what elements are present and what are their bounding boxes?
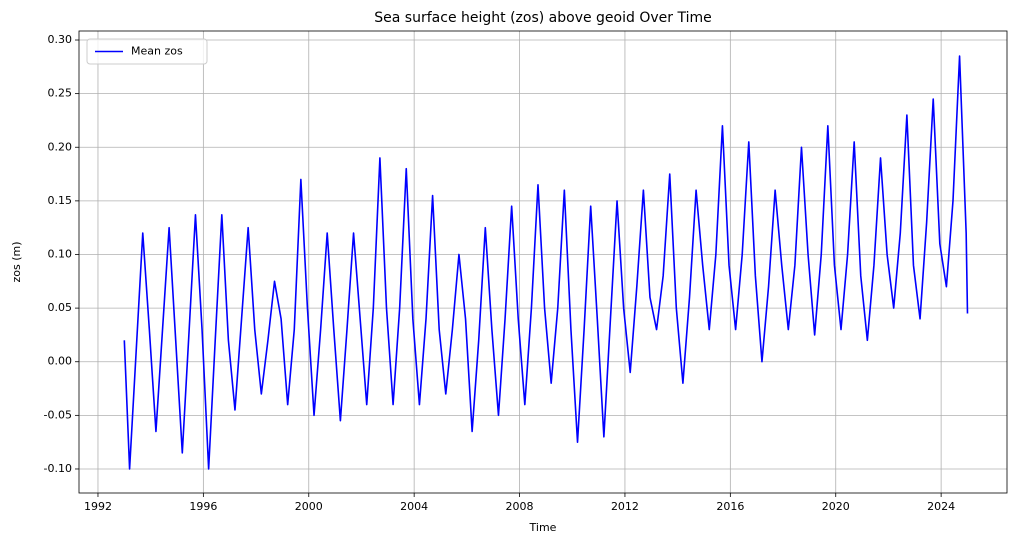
data-line	[123, 55, 969, 470]
y-tick-label: 0.00	[48, 355, 73, 368]
x-tick-label: 2024	[927, 500, 955, 513]
y-tick-label: 0.20	[48, 140, 73, 153]
x-tick-label: 1992	[84, 500, 112, 513]
y-tick-label: 0.25	[48, 87, 73, 100]
x-tick-label: 1996	[189, 500, 217, 513]
x-tick-label: 2016	[716, 500, 744, 513]
legend: Mean zos	[86, 38, 208, 65]
x-tick-label: 2000	[295, 500, 323, 513]
y-tick-label: 0.30	[48, 33, 73, 46]
x-tick-label: 2012	[611, 500, 639, 513]
y-tick-label: 0.10	[48, 247, 73, 260]
x-axis-label: Time	[529, 521, 557, 534]
y-tick-label: 0.05	[48, 301, 73, 314]
y-axis-label: zos (m)	[10, 241, 23, 282]
y-tick-label: -0.05	[44, 408, 72, 421]
legend-label: Mean zos	[131, 45, 183, 58]
x-tick-label: 2008	[506, 500, 534, 513]
x-tick-label: 2020	[822, 500, 850, 513]
x-tick-label: 2004	[400, 500, 428, 513]
y-tick-label: -0.10	[44, 462, 72, 475]
plot-frame	[78, 30, 1008, 494]
legend-box	[86, 38, 208, 65]
y-tick-label: 0.15	[48, 194, 73, 207]
chart-title: Sea surface height (zos) above geoid Ove…	[374, 10, 711, 26]
